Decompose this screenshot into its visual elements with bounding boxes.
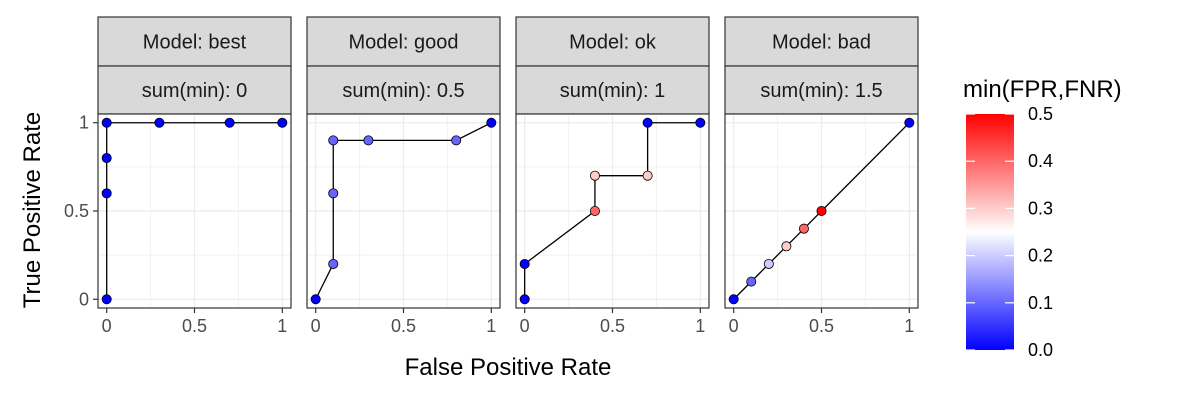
- facet-strip-top: [306, 16, 501, 67]
- legend-tick-label: 0.1: [1028, 293, 1053, 313]
- x-tick-label: 0: [520, 316, 530, 336]
- roc-point: [763, 258, 774, 269]
- roc-point: [589, 205, 600, 216]
- facet-strip-label: Model: bad: [772, 32, 871, 54]
- roc-point: [101, 117, 112, 128]
- roc-point: [519, 294, 530, 305]
- roc-point: [642, 170, 653, 181]
- facet-strip-top: [97, 16, 292, 67]
- facet-panel: Model: bad sum(min): 1.5: [724, 16, 919, 309]
- roc-point: [101, 294, 112, 305]
- x-tick-label: 0: [311, 316, 321, 336]
- roc-point: [589, 170, 600, 181]
- x-axis-ticks: 0 0.5 1 0 0.5 1 0 0.5 1 0 0.5 1: [102, 308, 914, 336]
- facet-strip-bottom: [306, 65, 501, 115]
- facet-strip-bottom: [97, 65, 292, 115]
- facet-panel: Model: good sum(min): 0.5: [306, 16, 501, 309]
- roc-point: [101, 188, 112, 199]
- facet-strip-label: sum(min): 0.5: [342, 80, 464, 102]
- facet-strip-label: Model: good: [348, 32, 458, 54]
- legend-tick-label: 0.5: [1028, 104, 1053, 124]
- x-tick-label: 0.5: [809, 316, 834, 336]
- roc-point: [451, 135, 462, 146]
- facet-strip-bottom: [724, 65, 919, 115]
- facet-strip-label: sum(min): 1: [560, 80, 666, 102]
- roc-point: [328, 135, 339, 146]
- facet-strip-label: Model: ok: [569, 32, 657, 54]
- x-tick-label: 1: [277, 316, 287, 336]
- roc-point: [310, 294, 321, 305]
- y-tick-label: 1: [79, 113, 89, 133]
- roc-point: [363, 135, 374, 146]
- facet-strip-top: [724, 16, 919, 67]
- y-tick-label: 0.5: [64, 201, 89, 221]
- roc-point: [728, 294, 739, 305]
- roc-point: [224, 117, 235, 128]
- facet-strip-label: sum(min): 1.5: [760, 80, 882, 102]
- roc-point: [904, 117, 915, 128]
- legend-tick-label: 0.3: [1028, 198, 1053, 218]
- roc-point: [154, 117, 165, 128]
- roc-point: [642, 117, 653, 128]
- legend-tick-label: 0.4: [1028, 151, 1053, 171]
- x-tick-label: 0: [729, 316, 739, 336]
- roc-point: [486, 117, 497, 128]
- facet-panel: Model: best sum(min): 0: [97, 16, 292, 309]
- roc-point: [695, 117, 706, 128]
- x-tick-label: 0.5: [391, 316, 416, 336]
- roc-point: [101, 153, 112, 164]
- roc-point: [746, 276, 757, 287]
- roc-point: [781, 241, 792, 252]
- facet-strip-label: sum(min): 0: [142, 80, 248, 102]
- roc-point: [798, 223, 809, 234]
- x-tick-label: 0: [102, 316, 112, 336]
- x-tick-label: 1: [904, 316, 914, 336]
- facet-strip-top: [515, 16, 710, 67]
- x-tick-label: 0.5: [182, 316, 207, 336]
- x-axis-title: False Positive Rate: [405, 354, 612, 381]
- roc-point: [328, 258, 339, 269]
- facet-strip-label: Model: best: [143, 32, 247, 54]
- x-tick-label: 1: [695, 316, 705, 336]
- color-legend: min(FPR,FNR) 0.0 0.1 0.2 0.3 0.4 0.5: [963, 76, 1122, 360]
- y-axis-ticks: 00.51: [64, 113, 98, 309]
- y-tick-label: 0: [79, 289, 89, 309]
- roc-point: [519, 258, 530, 269]
- roc-point: [328, 188, 339, 199]
- y-axis-title: True Positive Rate: [19, 112, 46, 309]
- legend-colorbar: [966, 114, 1014, 350]
- roc-point: [816, 205, 827, 216]
- x-tick-label: 1: [486, 316, 496, 336]
- facet-panels: Model: best sum(min): 0 Model: good sum(min…: [97, 16, 919, 309]
- facet-strip-bottom: [515, 65, 710, 115]
- x-tick-label: 0.5: [600, 316, 625, 336]
- legend-tick-label: 0.2: [1028, 246, 1053, 266]
- facet-panel: Model: ok sum(min): 1: [515, 16, 710, 309]
- roc-point: [277, 117, 288, 128]
- legend-title: min(FPR,FNR): [963, 76, 1122, 103]
- legend-tick-label: 0.0: [1028, 340, 1053, 360]
- legend-ticks: 0.0 0.1 0.2 0.3 0.4 0.5: [966, 104, 1053, 360]
